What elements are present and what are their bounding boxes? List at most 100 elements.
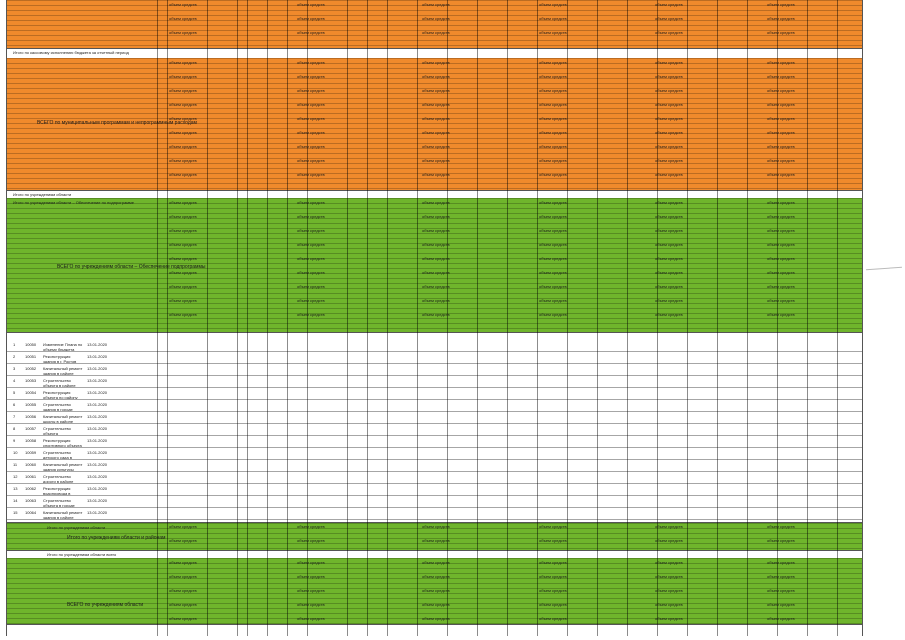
cell-label: объем средств bbox=[422, 574, 450, 579]
cell-label: объем средств bbox=[767, 60, 795, 65]
row-name: Строительство детского сада в районе bbox=[43, 450, 72, 459]
cell-label: объем средств bbox=[169, 574, 197, 579]
white-subtotal: Итого по учреждениям области bbox=[47, 525, 106, 530]
cell-label: объем средств bbox=[539, 16, 567, 21]
row-date: 13.01.2020 bbox=[87, 402, 108, 407]
table-row: 6 10055 Строительство здания в городе обла… bbox=[7, 399, 862, 412]
cell-label: объем средств bbox=[169, 144, 197, 149]
cell-label: объем средств bbox=[169, 298, 197, 303]
row-date: 13.01.2020 bbox=[87, 354, 108, 359]
cell-label: объем средств bbox=[655, 228, 683, 233]
detail-rows-section: 1 10050 Изменение Плана по объему бюджета … bbox=[7, 332, 862, 523]
cell-label: объем средств bbox=[767, 298, 795, 303]
cell-label: объем средств bbox=[767, 616, 795, 621]
cell-label: объем средств bbox=[297, 298, 325, 303]
cell-label: объем средств bbox=[539, 616, 567, 621]
cell-label: объем средств bbox=[422, 2, 450, 7]
cell-label: объем средств bbox=[422, 312, 450, 317]
cell-label: объем средств bbox=[422, 538, 450, 543]
row-name: Капитальный ремонт школы в районе bbox=[43, 414, 83, 423]
orange-subtotal-row: Итого по учреждениям области bbox=[13, 192, 72, 197]
row-date: 13.01.2020 bbox=[87, 486, 108, 491]
cell-label: объем средств bbox=[169, 214, 197, 219]
cell-label: объем средств bbox=[169, 312, 197, 317]
cell-label: объем средств bbox=[169, 88, 197, 93]
cell-label: объем средств bbox=[169, 284, 197, 289]
cell-label: объем средств bbox=[297, 616, 325, 621]
cell-label: объем средств bbox=[169, 524, 197, 529]
cell-label: объем средств bbox=[422, 116, 450, 121]
row-code: 10060 bbox=[25, 462, 37, 467]
row-name: Строительство дороги в районе области bbox=[43, 474, 74, 483]
cell-label: объем средств bbox=[422, 200, 450, 205]
cell-label: объем средств bbox=[539, 116, 567, 121]
cell-label: объем средств bbox=[422, 242, 450, 247]
row-number: 9 bbox=[13, 438, 16, 443]
cell-label: объем средств bbox=[297, 88, 325, 93]
cell-label: объем средств bbox=[297, 242, 325, 247]
cell-label: объем средств bbox=[767, 88, 795, 93]
row-number: 8 bbox=[13, 426, 16, 431]
cell-label: объем средств bbox=[539, 228, 567, 233]
cell-label: объем средств bbox=[655, 88, 683, 93]
cell-label: объем средств bbox=[655, 172, 683, 177]
row-date: 13.01.2020 bbox=[87, 510, 108, 515]
cell-label: объем средств bbox=[655, 130, 683, 135]
row-date: 13.01.2020 bbox=[87, 450, 108, 455]
stray-mark bbox=[866, 266, 902, 271]
cell-label: объем средств bbox=[767, 172, 795, 177]
cell-label: объем средств bbox=[422, 256, 450, 261]
cell-label: объем средств bbox=[767, 560, 795, 565]
cell-label: объем средств bbox=[422, 524, 450, 529]
row-code: 10056 bbox=[25, 414, 37, 419]
cell-label: объем средств bbox=[297, 74, 325, 79]
spreadsheet-page: Итого по кассовому исполнению бюджета за… bbox=[6, 0, 863, 637]
cell-label: объем средств bbox=[539, 144, 567, 149]
cell-label: объем средств bbox=[655, 284, 683, 289]
cell-label: объем средств bbox=[169, 270, 197, 275]
cell-label: объем средств bbox=[655, 200, 683, 205]
row-code: 10053 bbox=[25, 378, 37, 383]
row-name: Строительство здания в городе области bbox=[43, 402, 73, 411]
cell-label: объем средств bbox=[297, 2, 325, 7]
row-name: Капитальный ремонт здания культуры bbox=[43, 462, 83, 471]
cell-label: объем средств bbox=[297, 102, 325, 107]
row-date: 13.01.2020 bbox=[87, 390, 108, 395]
cell-label: объем средств bbox=[169, 538, 197, 543]
row-number: 2 bbox=[13, 354, 16, 359]
cell-label: объем средств bbox=[539, 214, 567, 219]
cell-label: объем средств bbox=[422, 270, 450, 275]
cell-label: объем средств bbox=[655, 574, 683, 579]
cell-label: объем средств bbox=[297, 588, 325, 593]
cell-label: объем средств bbox=[422, 144, 450, 149]
cell-label: объем средств bbox=[539, 74, 567, 79]
cell-label: объем средств bbox=[539, 242, 567, 247]
cell-label: объем средств bbox=[297, 284, 325, 289]
table-row: 8 10057 Строительство объекта здравоохране… bbox=[7, 423, 862, 436]
cell-label: объем средств bbox=[297, 560, 325, 565]
row-code: 10052 bbox=[25, 366, 37, 371]
cell-label: объем средств bbox=[539, 284, 567, 289]
table-row: 14 10063 Строительство объекта в городе об… bbox=[7, 495, 862, 508]
row-number: 3 bbox=[13, 366, 16, 371]
cell-label: объем средств bbox=[655, 102, 683, 107]
cell-label: объем средств bbox=[297, 172, 325, 177]
green-bottom-label: Итого по учреждениям области и районам bbox=[67, 535, 166, 541]
green-bottom-total: Итого по учреждениям области всего bbox=[47, 552, 117, 557]
cell-label: объем средств bbox=[422, 616, 450, 621]
row-code: 10051 bbox=[25, 354, 37, 359]
cell-label: объем средств bbox=[767, 270, 795, 275]
cell-label: объем средств bbox=[169, 200, 197, 205]
row-date: 13.01.2020 bbox=[87, 462, 108, 467]
cell-label: объем средств bbox=[422, 228, 450, 233]
table-row: 10 10059 Строительство детского сада в рай… bbox=[7, 447, 862, 460]
cell-label: объем средств bbox=[655, 538, 683, 543]
cell-label: объем средств bbox=[539, 2, 567, 7]
cell-label: объем средств bbox=[767, 574, 795, 579]
cell-label: объем средств bbox=[422, 130, 450, 135]
green-main-label: ВСЕГО по учреждениям области – Обеспечен… bbox=[57, 264, 206, 270]
cell-label: объем средств bbox=[297, 60, 325, 65]
cell-label: объем средств bbox=[422, 560, 450, 565]
cell-label: объем средств bbox=[539, 130, 567, 135]
table-row: 12 10061 Строительство дороги в районе обл… bbox=[7, 471, 862, 484]
